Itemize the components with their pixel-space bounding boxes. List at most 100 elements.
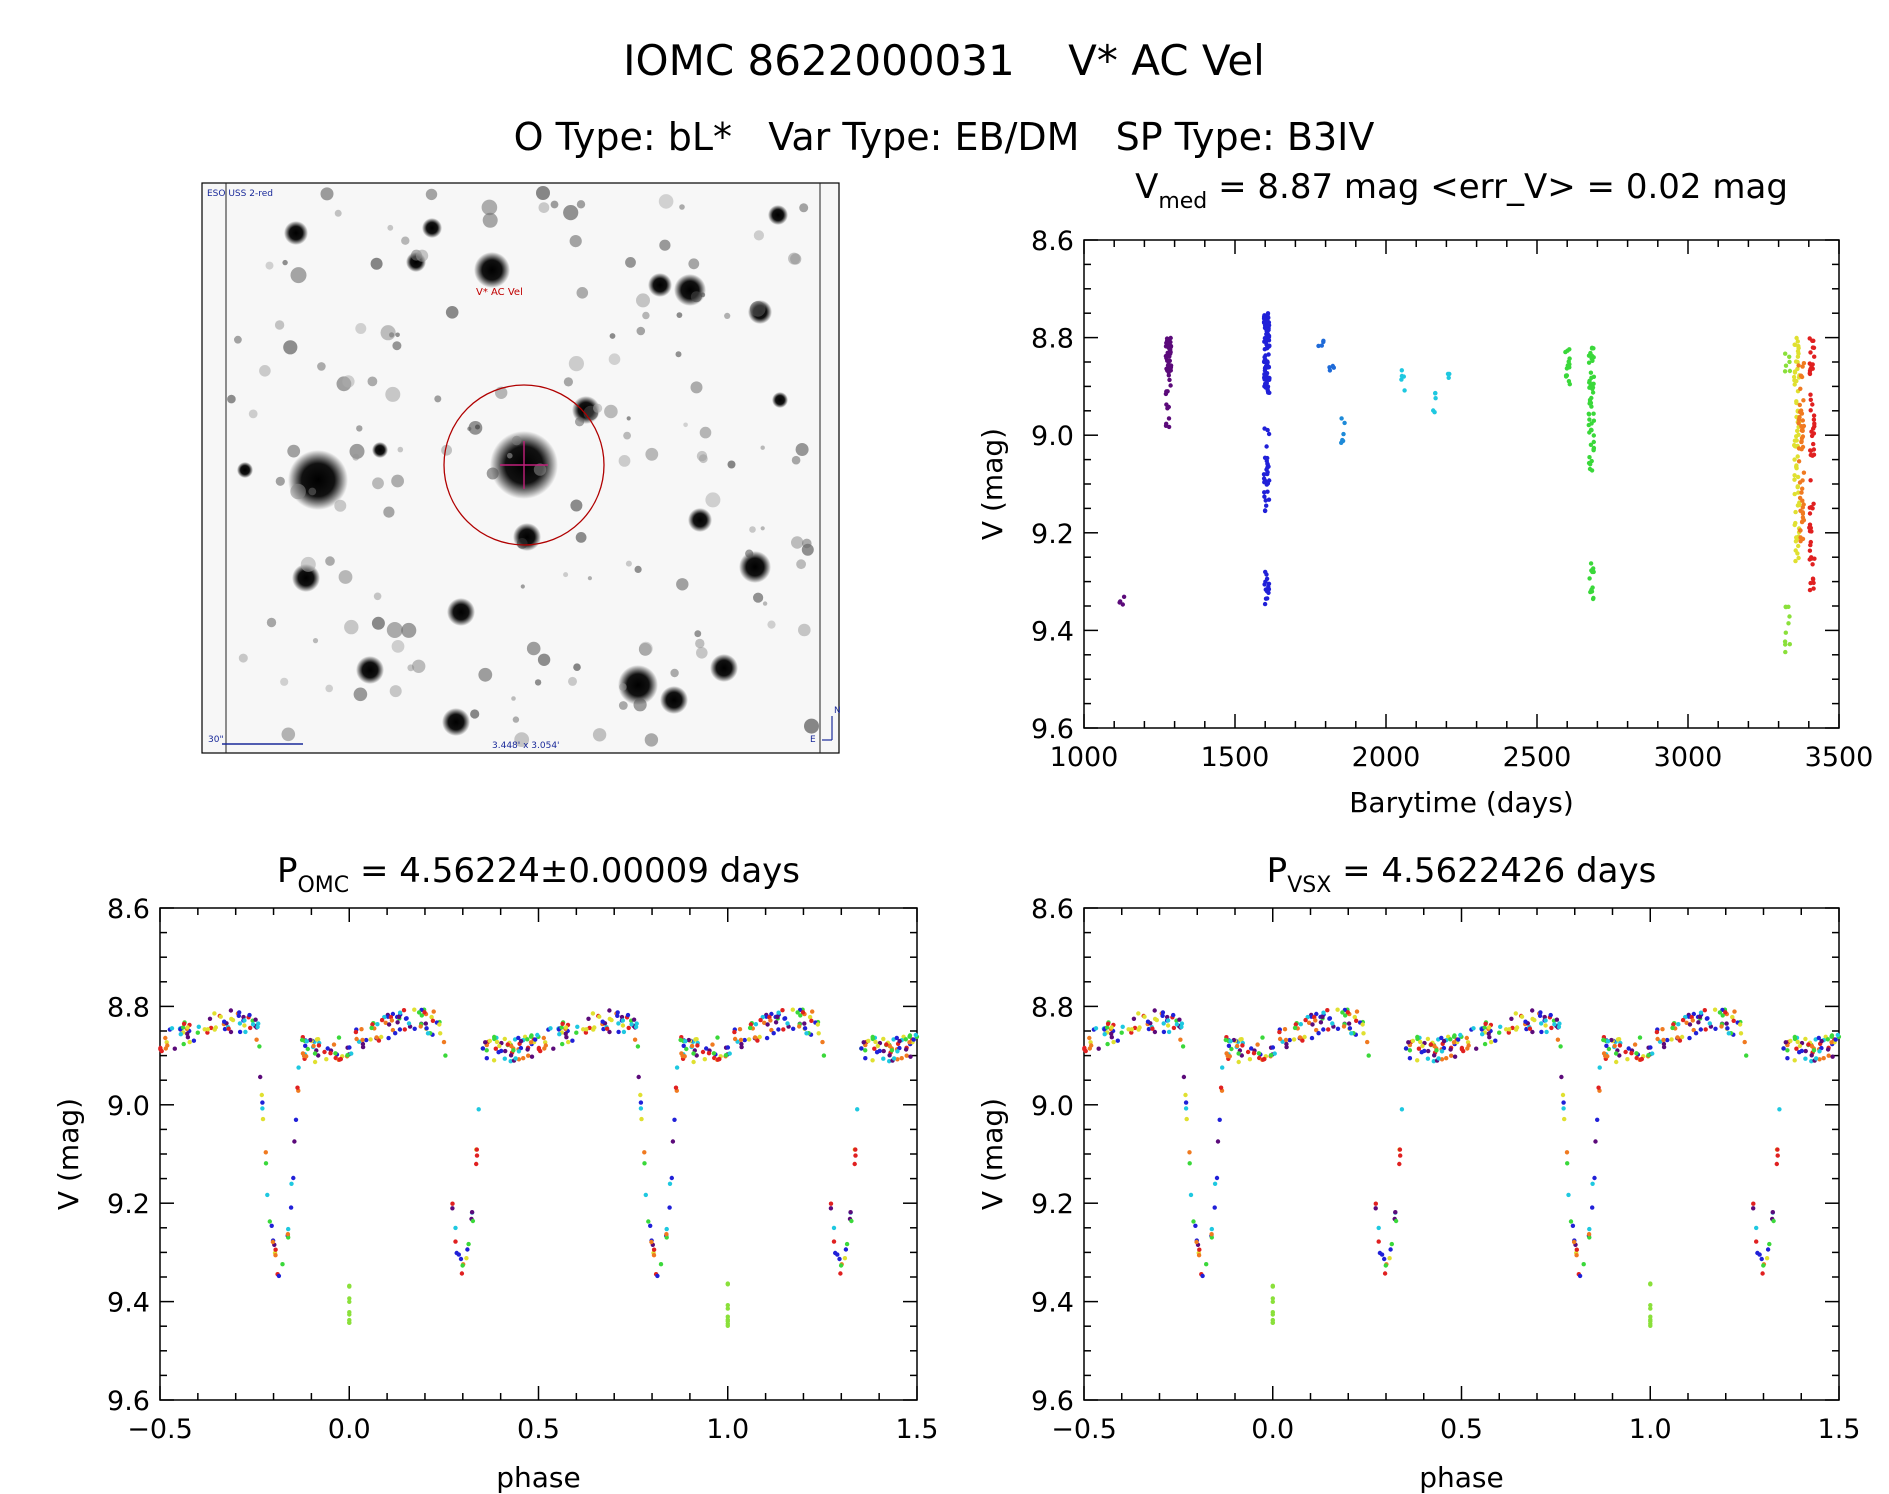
data-point [202,1027,207,1032]
star-faint [642,311,650,320]
data-point [1197,1247,1202,1252]
data-point [1166,342,1172,347]
star-faint [486,467,499,480]
star-faint [275,476,285,486]
star-faint [609,333,616,339]
data-point [1382,1271,1388,1276]
data-point [852,1161,857,1167]
data-point [607,1008,612,1013]
data-point [416,1010,422,1015]
data-point [259,1092,264,1098]
figure-subtitle: O Type: bL* Var Type: EB/DM SP Type: B3I… [514,115,1375,159]
star-faint [344,619,359,635]
star-faint [482,212,498,228]
data-point [1592,1175,1597,1181]
star-faint [475,424,480,430]
data-point [638,1106,644,1111]
data-point [1087,1035,1092,1041]
data-point [753,1021,759,1027]
data-point [1698,1010,1704,1015]
star-faint [699,426,712,439]
data-point [704,1046,709,1051]
star-faint [325,684,334,693]
data-point [1807,548,1813,553]
data-point [513,1056,518,1061]
data-point [1648,1282,1653,1287]
data-point [459,1271,465,1276]
star-bright [284,221,308,245]
data-point [1793,509,1798,515]
data-point [286,1226,291,1232]
y-tick-label: 8.6 [1031,894,1074,925]
data-point [1498,1024,1503,1030]
data-point [1589,589,1595,594]
data-point [1343,1013,1348,1018]
data-point [1420,1043,1425,1049]
star-faint [380,325,396,341]
data-point [1461,1048,1466,1054]
data-point [1810,577,1816,582]
compass-e-label: E [810,735,816,745]
data-point [1407,1056,1413,1061]
data-point [790,1007,795,1012]
data-point [849,1218,854,1224]
data-point [450,1206,455,1211]
data-point [1751,1201,1756,1206]
data-point [1422,1048,1427,1054]
data-point [1166,416,1172,421]
star-bright [710,654,738,682]
data-point [1261,320,1267,325]
data-point [386,1022,392,1027]
data-point [205,1030,210,1035]
data-point [1379,1252,1385,1257]
data-point [288,1205,294,1210]
data-point [187,1039,192,1045]
data-point [331,1042,337,1047]
data-point [1513,1011,1519,1016]
data-point [1265,489,1270,494]
data-point [669,1175,674,1181]
data-point [1829,1033,1835,1038]
data-point [1451,1040,1457,1045]
star-faint [481,199,498,216]
star-faint [592,728,607,742]
data-point [1696,1020,1701,1025]
data-point [1410,1038,1416,1044]
data-point [815,1022,820,1027]
data-point [651,1247,657,1252]
data-point [1587,576,1592,581]
data-point [1266,590,1271,595]
star-faint [634,565,642,574]
star-bright [292,564,320,592]
data-point [1314,1027,1319,1033]
data-point [1530,1029,1535,1035]
data-point [322,1049,327,1055]
target-circle [443,384,605,546]
star-faint [625,560,632,567]
data-point [607,1016,612,1022]
data-point [269,1223,274,1229]
data-point [765,1022,770,1027]
data-point [842,1256,848,1261]
data-point [574,1030,579,1035]
star-bright [674,274,706,306]
star-faint [727,460,736,469]
star-faint [308,487,317,496]
data-point [181,1021,187,1026]
data-point [1788,1038,1793,1044]
data-point [538,1048,543,1054]
data-point [715,1035,720,1040]
data-point [499,1048,504,1054]
data-point [1183,1092,1188,1098]
data-point [1712,1007,1718,1012]
data-point [820,1039,825,1045]
data-point [1574,1253,1579,1258]
star-faint [470,709,480,719]
data-point [1105,1041,1110,1047]
data-point [807,1014,813,1020]
data-point [570,1038,575,1043]
data-point [497,1043,502,1049]
data-point [1811,501,1816,506]
data-point [431,1009,436,1014]
star-faint [281,727,296,742]
